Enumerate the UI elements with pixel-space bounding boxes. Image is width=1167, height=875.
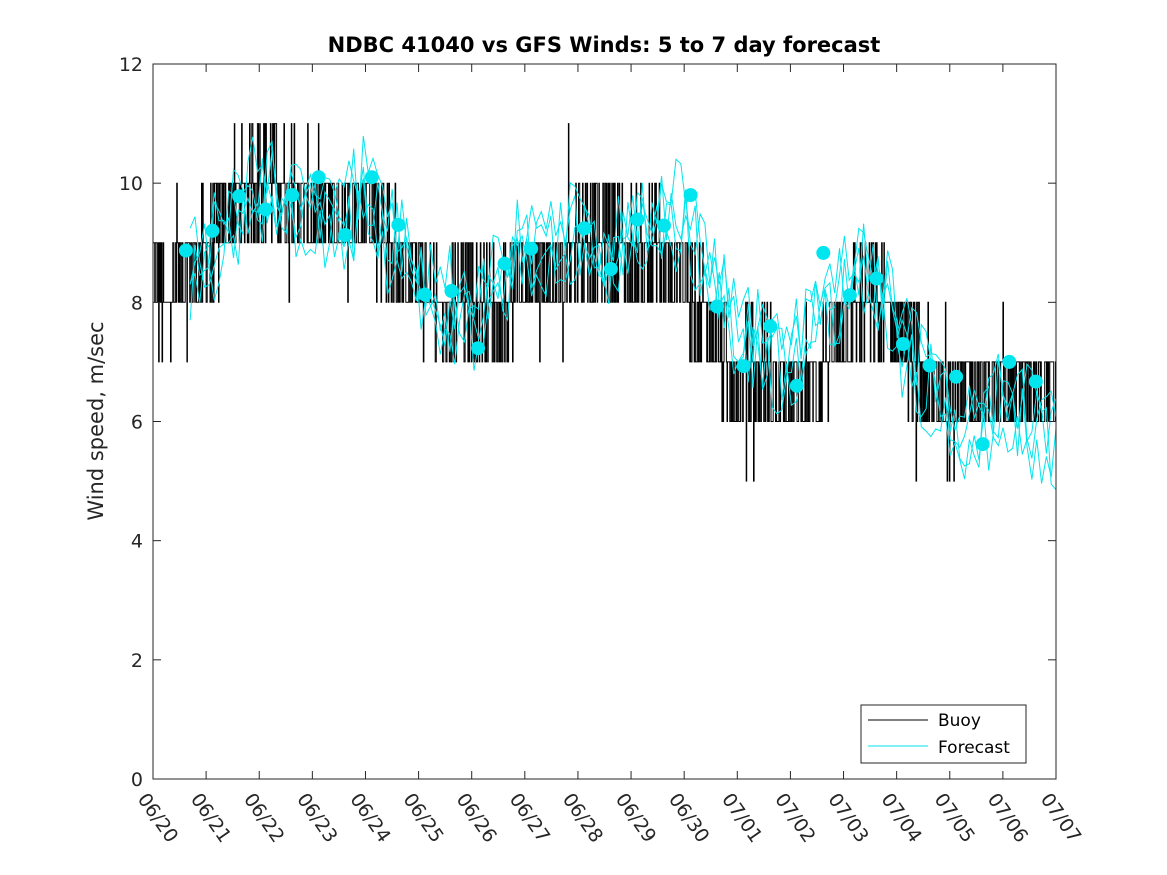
x-tick-label: 06/23 [292, 789, 341, 846]
x-tick-label: 07/01 [717, 789, 766, 846]
forecast-point [471, 341, 486, 356]
forecast-point [258, 202, 273, 217]
forecast-point [922, 358, 937, 373]
forecast-point [603, 262, 618, 276]
x-tick-label: 06/29 [611, 789, 660, 846]
forecast-point [497, 256, 512, 271]
y-tick-label: 8 [131, 292, 143, 314]
forecast-point [418, 287, 432, 302]
x-tick-label: 06/27 [505, 789, 554, 846]
forecast-point [444, 284, 459, 298]
forecast-point [232, 189, 247, 204]
legend-forecast-label: Forecast [938, 738, 1010, 758]
x-tick-label: 06/25 [398, 789, 447, 846]
forecast-line [189, 158, 1056, 484]
forecast-point [338, 228, 353, 242]
forecast-point [789, 378, 804, 393]
x-tick-label: 07/03 [823, 789, 872, 846]
forecast-line [189, 163, 1056, 459]
forecast-point [657, 218, 671, 233]
forecast-point [391, 217, 406, 232]
x-tick-label: 06/20 [133, 789, 182, 846]
x-tick-label: 06/28 [558, 789, 607, 846]
x-tick-label: 06/24 [345, 789, 394, 846]
forecast-point [869, 271, 884, 286]
forecast-point [736, 359, 751, 374]
y-tick-label: 2 [131, 650, 143, 672]
y-tick-label: 4 [131, 531, 143, 553]
forecast-point [285, 188, 300, 203]
x-tick-label: 06/21 [186, 789, 235, 846]
y-axis-ticks: 0 2 4 6 8 10 12 [119, 54, 1056, 791]
x-tick-label: 06/22 [239, 789, 288, 846]
forecast-point [1028, 374, 1043, 389]
forecast-point [949, 369, 964, 384]
y-tick-label: 0 [131, 769, 143, 791]
forecast-point [975, 437, 990, 452]
x-tick-label: 07/02 [770, 789, 819, 846]
x-tick-label: 07/04 [877, 789, 926, 846]
forecast-point [710, 299, 725, 314]
x-tick-label: 06/30 [664, 789, 713, 846]
forecast-point [896, 337, 910, 351]
forecast-point [205, 223, 220, 238]
forecast-point [577, 221, 592, 236]
legend-buoy-label: Buoy [938, 711, 981, 731]
forecast-point [816, 245, 831, 260]
x-tick-label: 07/05 [930, 789, 979, 846]
forecast-point [683, 188, 698, 203]
forecast-point [763, 319, 778, 334]
x-tick-label: 07/07 [1036, 789, 1085, 846]
forecast-line [189, 140, 1056, 471]
forecast-point [178, 243, 193, 258]
forecast-point [1002, 354, 1017, 369]
x-tick-label: 07/06 [983, 789, 1032, 846]
buoy-series [153, 123, 1056, 482]
forecast-series [189, 135, 1056, 491]
legend: Buoy Forecast [860, 704, 1027, 764]
x-tick-label: 06/26 [452, 789, 501, 846]
forecast-point [842, 288, 857, 303]
chart-title: NDBC 41040 vs GFS Winds: 5 to 7 day fore… [328, 33, 881, 57]
legend-box [860, 704, 1027, 764]
forecast-point [524, 241, 539, 256]
forecast-points [178, 170, 1043, 452]
y-tick-label: 12 [119, 54, 143, 76]
forecast-point [364, 170, 379, 185]
y-tick-label: 10 [119, 173, 143, 195]
forecast-point [630, 212, 645, 227]
y-tick-label: 6 [131, 412, 143, 434]
forecast-point [311, 170, 326, 185]
buoy-line [153, 123, 1056, 482]
y-axis-label: Wind speed, m/sec [84, 321, 108, 520]
